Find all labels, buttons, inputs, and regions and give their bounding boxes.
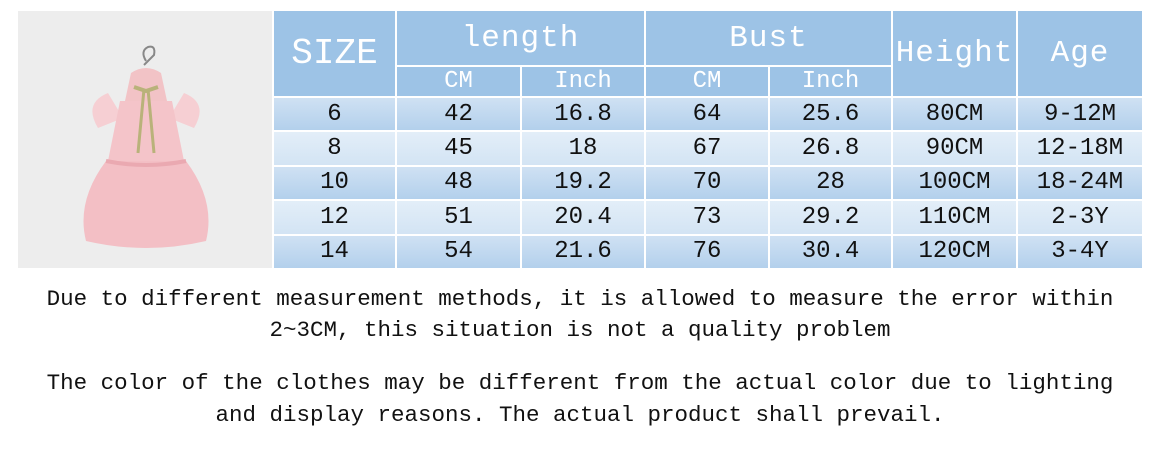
header-length-inch: Inch (522, 67, 646, 98)
color-note-line1: The color of the clothes may be differen… (46, 370, 1114, 396)
cell-height: 110CM (893, 201, 1018, 236)
header-age: Age (1018, 11, 1142, 98)
cell-age: 12-18M (1018, 132, 1142, 167)
cell-length-inch: 16.8 (522, 98, 646, 133)
cell-length-cm: 42 (397, 98, 522, 133)
header-length: length (397, 11, 646, 67)
cell-bust-cm: 70 (646, 166, 770, 202)
product-image (18, 11, 272, 268)
color-note-line2: and display reasons. The actual product … (215, 402, 945, 428)
cell-bust-inch: 26.8 (770, 132, 893, 167)
measurement-note-line2: 2~3CM, this situation is not a quality p… (269, 317, 891, 343)
cell-size: 14 (274, 235, 397, 270)
cell-size: 8 (274, 132, 397, 167)
header-bust-cm: CM (646, 67, 770, 98)
cell-bust-inch: 30.4 (770, 235, 893, 270)
cell-height: 90CM (893, 132, 1018, 167)
cell-bust-cm: 76 (646, 235, 770, 270)
cell-length-cm: 48 (397, 166, 522, 202)
cell-size: 10 (274, 166, 397, 202)
measurement-note-line1: Due to different measurement methods, it… (46, 286, 1114, 312)
cell-height: 80CM (893, 98, 1018, 133)
cell-size: 6 (274, 98, 397, 133)
cell-length-cm: 51 (397, 201, 522, 236)
header-length-cm: CM (397, 67, 522, 98)
cell-height: 100CM (893, 166, 1018, 202)
cell-length-inch: 18 (522, 132, 646, 167)
header-size: SIZE (274, 11, 397, 98)
header-bust-inch: Inch (770, 67, 893, 98)
cell-size: 12 (274, 201, 397, 236)
dress-illustration (18, 11, 272, 268)
cell-length-inch: 21.6 (522, 235, 646, 270)
cell-age: 3-4Y (1018, 235, 1142, 270)
cell-bust-inch: 25.6 (770, 98, 893, 133)
header-height: Height (893, 11, 1018, 98)
cell-age: 18-24M (1018, 166, 1142, 202)
cell-bust-cm: 67 (646, 132, 770, 167)
cell-length-cm: 45 (397, 132, 522, 167)
cell-length-inch: 20.4 (522, 201, 646, 236)
cell-age: 9-12M (1018, 98, 1142, 133)
size-chart-table: SIZE length Bust Height Age CM Inch CM I… (274, 11, 1142, 270)
cell-age: 2-3Y (1018, 201, 1142, 236)
cell-bust-cm: 73 (646, 201, 770, 236)
cell-bust-inch: 28 (770, 166, 893, 202)
cell-bust-cm: 64 (646, 98, 770, 133)
cell-length-cm: 54 (397, 235, 522, 270)
header-bust: Bust (646, 11, 893, 67)
cell-height: 120CM (893, 235, 1018, 270)
cell-bust-inch: 29.2 (770, 201, 893, 236)
cell-length-inch: 19.2 (522, 166, 646, 202)
